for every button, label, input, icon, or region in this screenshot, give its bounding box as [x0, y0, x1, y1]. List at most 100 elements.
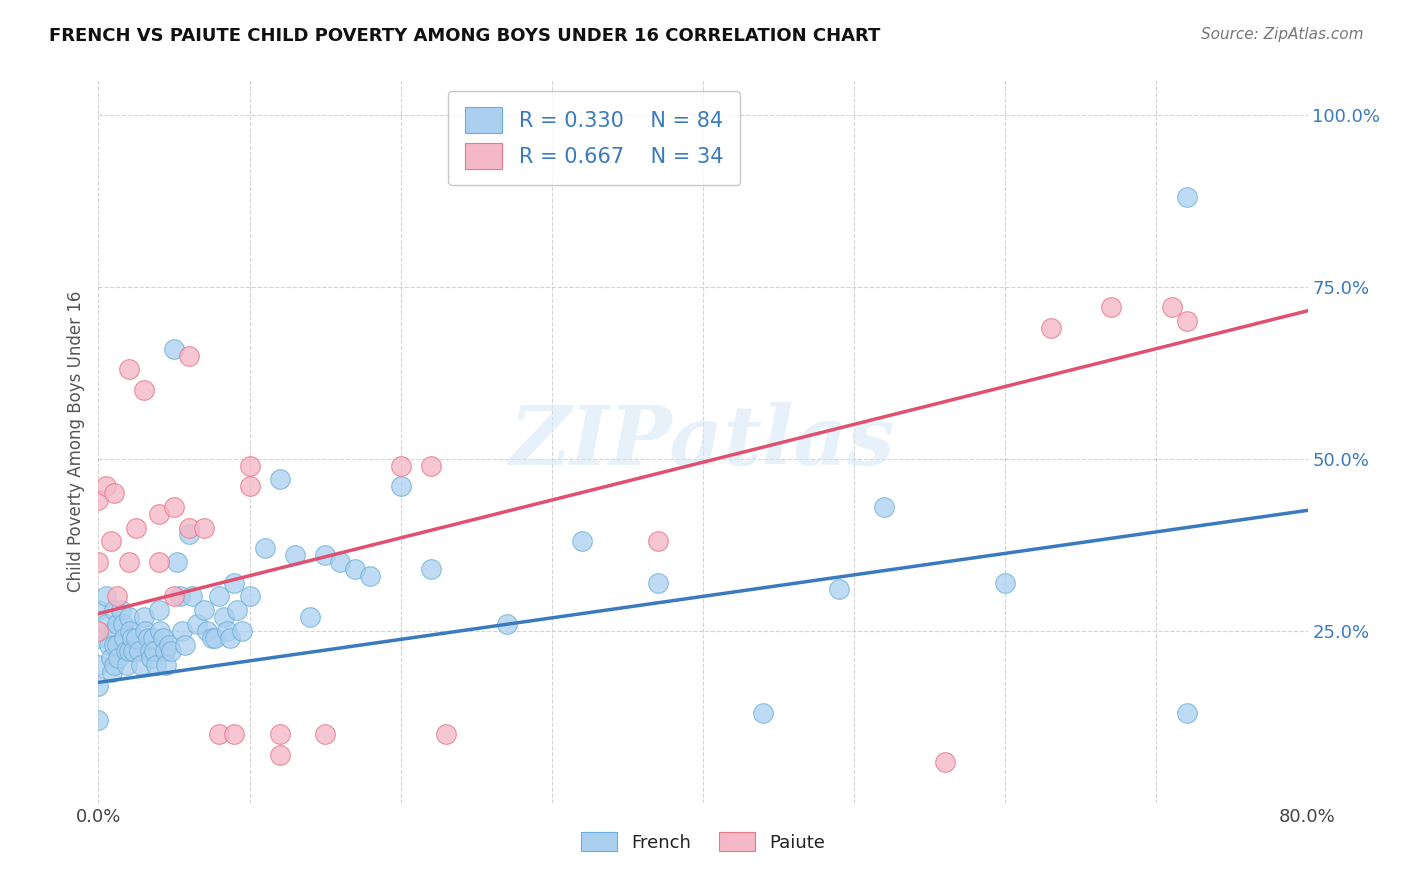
Point [1039, 321, 1062, 335]
Point [94, 479, 117, 493]
Point [120, 624, 142, 638]
Point [873, 500, 896, 514]
Point [110, 603, 132, 617]
Point [139, 644, 162, 658]
Point [169, 590, 191, 604]
Point [103, 638, 125, 652]
Point [1099, 301, 1122, 315]
Point [105, 638, 128, 652]
Point [105, 590, 128, 604]
Point [1175, 190, 1198, 204]
Point [389, 458, 412, 473]
Point [329, 555, 352, 569]
Point [170, 624, 193, 638]
Point [118, 555, 141, 569]
Legend: French, Paiute: French, Paiute [574, 824, 832, 859]
Point [111, 616, 134, 631]
Point [179, 527, 201, 541]
Point [1175, 314, 1198, 328]
Point [193, 603, 215, 617]
Point [420, 458, 443, 473]
Point [103, 658, 125, 673]
Point [226, 603, 249, 617]
Point [103, 603, 125, 617]
Point [231, 624, 253, 638]
Point [163, 342, 186, 356]
Point [163, 500, 186, 514]
Point [284, 548, 307, 562]
Point [101, 665, 124, 679]
Point [193, 520, 215, 534]
Point [495, 616, 517, 631]
Y-axis label: Child Poverty Among Boys Under 16: Child Poverty Among Boys Under 16 [66, 291, 84, 592]
Point [125, 631, 148, 645]
Point [148, 507, 170, 521]
Point [752, 706, 775, 721]
Point [122, 644, 145, 658]
Text: FRENCH VS PAIUTE CHILD POVERTY AMONG BOYS UNDER 16 CORRELATION CHART: FRENCH VS PAIUTE CHILD POVERTY AMONG BOY… [49, 27, 880, 45]
Point [212, 610, 235, 624]
Point [994, 575, 1017, 590]
Point [208, 590, 231, 604]
Point [647, 534, 669, 549]
Point [299, 610, 322, 624]
Point [239, 458, 262, 473]
Point [87, 603, 110, 617]
Point [149, 624, 172, 638]
Point [148, 603, 170, 617]
Point [179, 349, 201, 363]
Point [87, 555, 110, 569]
Point [100, 651, 122, 665]
Point [142, 631, 165, 645]
Point [87, 631, 110, 645]
Point [118, 362, 141, 376]
Point [103, 624, 125, 638]
Point [148, 555, 170, 569]
Point [166, 555, 188, 569]
Point [571, 534, 593, 549]
Point [112, 631, 135, 645]
Point [389, 479, 412, 493]
Point [173, 638, 195, 652]
Point [224, 727, 246, 741]
Point [160, 644, 183, 658]
Point [143, 644, 166, 658]
Point [118, 644, 141, 658]
Point [420, 562, 443, 576]
Point [87, 679, 110, 693]
Point [934, 755, 956, 769]
Point [87, 624, 110, 638]
Point [314, 727, 336, 741]
Point [152, 631, 174, 645]
Point [87, 713, 110, 727]
Point [239, 479, 262, 493]
Point [134, 624, 156, 638]
Point [215, 624, 238, 638]
Point [344, 562, 367, 576]
Point [125, 520, 148, 534]
Point [94, 616, 117, 631]
Point [153, 644, 176, 658]
Point [181, 590, 204, 604]
Point [219, 631, 242, 645]
Point [647, 575, 669, 590]
Text: ZIPatlas: ZIPatlas [510, 401, 896, 482]
Point [269, 727, 291, 741]
Point [118, 610, 141, 624]
Point [314, 548, 336, 562]
Point [114, 644, 136, 658]
Point [155, 658, 177, 673]
Point [136, 631, 159, 645]
Point [132, 383, 155, 397]
Point [195, 624, 218, 638]
Text: Source: ZipAtlas.com: Source: ZipAtlas.com [1201, 27, 1364, 42]
Point [145, 658, 167, 673]
Point [204, 631, 226, 645]
Point [129, 658, 152, 673]
Point [132, 610, 155, 624]
Point [87, 493, 110, 508]
Point [107, 651, 129, 665]
Point [141, 651, 163, 665]
Point [828, 582, 851, 597]
Point [105, 616, 128, 631]
